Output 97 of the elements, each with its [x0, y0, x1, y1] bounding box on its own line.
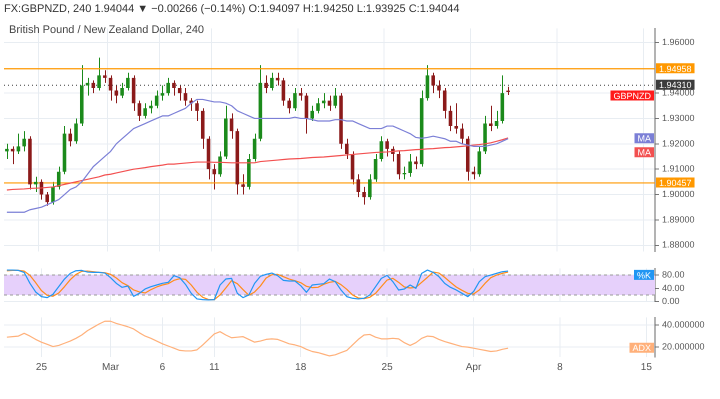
- chart-title: FX:GBPNZD, 240 1.94044 ▼ −0.00266 (−0.14%) O:1.94097 H:1.94250 L:1.93925 C:1.94044: [4, 3, 460, 15]
- candlestick: [408, 153, 412, 178]
- candlestick: [108, 74, 112, 102]
- candlestick: [374, 153, 378, 182]
- x-tick-label: 18: [295, 362, 307, 373]
- x-tick-label: 6: [160, 362, 166, 373]
- candlestick: [10, 146, 14, 165]
- candlestick: [154, 90, 158, 109]
- y-tick-label: 1.88000: [662, 240, 695, 250]
- x-tick-label: 8: [557, 362, 564, 373]
- candlestick: [345, 138, 349, 160]
- candlestick: [184, 88, 188, 106]
- candlestick: [316, 98, 320, 114]
- candlestick: [160, 84, 164, 102]
- candlestick: [426, 64, 430, 102]
- candlestick: [276, 72, 280, 86]
- candlestick: [172, 80, 176, 96]
- candlestick: [478, 146, 482, 178]
- candlestick: [34, 176, 38, 192]
- candlestick: [431, 72, 435, 94]
- candlestick: [195, 100, 199, 122]
- candlestick: [448, 105, 452, 132]
- candlestick: [298, 88, 302, 102]
- candlestick: [368, 174, 372, 200]
- candlestick: [166, 77, 170, 96]
- ref-line-label: 1.94958: [659, 64, 692, 74]
- y-tick-label: 80.00: [662, 270, 685, 280]
- candlestick: [414, 156, 418, 170]
- candlestick: [68, 128, 72, 147]
- candlestick: [16, 133, 20, 154]
- x-tick-label: Apr: [466, 362, 482, 373]
- text: MA: [638, 148, 651, 158]
- candlestick: [114, 84, 118, 104]
- y-tick-label: 1.92000: [662, 138, 695, 148]
- y-tick-label: 1.91000: [662, 164, 695, 174]
- candlestick: [92, 80, 96, 94]
- candlestick: [97, 57, 101, 92]
- candlestick: [333, 88, 338, 109]
- x-tick-label: 11: [209, 362, 220, 373]
- ref-line-label: 1.90457: [659, 178, 692, 188]
- candlestick: [362, 186, 366, 206]
- candlestick: [51, 181, 55, 206]
- y-tick-label: 1.94000: [662, 88, 695, 98]
- y-tick-label: 40.00: [662, 282, 685, 293]
- candlestick: [270, 72, 274, 92]
- candlestick: [5, 143, 9, 160]
- y-tick-label: 1.89000: [662, 214, 695, 224]
- candlestick: [74, 118, 78, 144]
- x-tick-label: 25: [382, 362, 394, 373]
- text: ADX: [632, 343, 652, 354]
- candlestick: [494, 110, 498, 130]
- candlestick: [143, 102, 147, 119]
- candlestick: [45, 191, 49, 206]
- candlestick: [287, 98, 291, 114]
- ref-line-label: 1.94310: [659, 80, 692, 90]
- y-tick-label: 1.96000: [662, 36, 695, 47]
- candlestick: [385, 138, 389, 157]
- candlestick: [212, 164, 216, 190]
- candlestick: [86, 77, 90, 96]
- chart-subtitle: British Pound / New Zealand Dollar, 240: [9, 24, 204, 36]
- y-tick-label: 0.00: [662, 296, 680, 306]
- candlestick: [310, 105, 314, 122]
- candlestick: [120, 82, 124, 99]
- candlestick: [138, 100, 142, 122]
- candlestick: [304, 92, 308, 134]
- y-tick-label: 40.000000: [662, 320, 705, 330]
- candlestick: [22, 130, 26, 152]
- candlestick: [396, 150, 400, 180]
- annotation: GBPNZD: [613, 90, 652, 101]
- y-tick-label: 1.93000: [662, 112, 695, 123]
- candlestick: [103, 70, 107, 84]
- text: %K: [636, 270, 652, 280]
- candlestick: [442, 88, 447, 119]
- candlestick: [322, 92, 326, 109]
- candlestick: [282, 77, 286, 106]
- candlestick: [264, 74, 268, 94]
- candlestick: [489, 105, 493, 132]
- text: MA: [638, 134, 651, 144]
- candlestick: [126, 72, 130, 92]
- y-tick-label: 1.90000: [662, 189, 695, 200]
- candlestick: [56, 166, 61, 190]
- x-tick-label: Mar: [102, 362, 120, 373]
- candlestick: [178, 84, 182, 102]
- x-tick-label: 25: [36, 362, 48, 373]
- candlestick: [460, 123, 464, 144]
- candlestick: [149, 100, 153, 114]
- x-tick-label: 15: [640, 362, 652, 373]
- candlestick: [230, 112, 234, 140]
- y-tick-label: 20.000000: [662, 342, 705, 352]
- candlestick: [454, 102, 458, 134]
- candlestick: [252, 133, 256, 162]
- candlestick: [356, 174, 360, 198]
- candlestick: [472, 166, 476, 180]
- candlestick: [241, 174, 245, 196]
- candlestick: [293, 88, 297, 112]
- candlestick: [328, 95, 332, 112]
- candlestick: [437, 80, 441, 99]
